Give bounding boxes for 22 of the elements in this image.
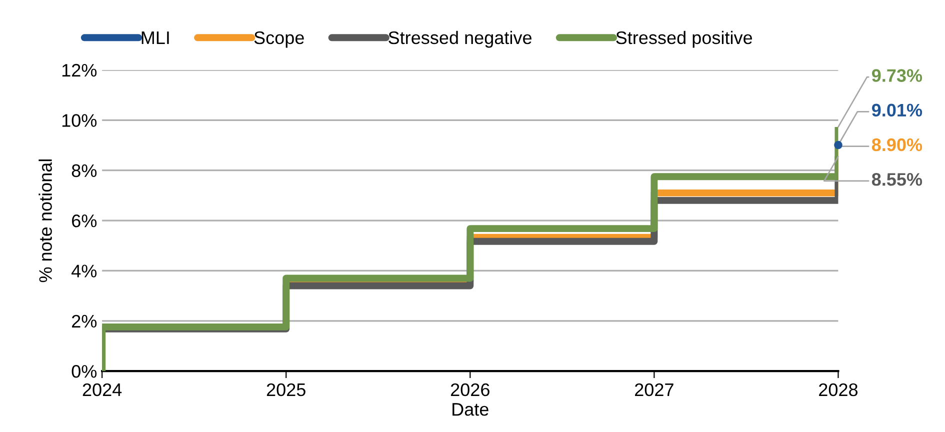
y-tick-label: 12% — [62, 64, 97, 77]
legend-label: Scope — [254, 31, 304, 48]
legend-label: Stressed negative — [388, 30, 532, 48]
data-label: 8.90% — [872, 138, 922, 152]
y-tick-label: 4% — [72, 264, 97, 278]
y-tick-label: 0% — [72, 365, 97, 378]
y-tick-label: 6% — [72, 214, 97, 228]
x-tick-label: 2026 — [450, 383, 490, 396]
data-label: 9.73% — [872, 69, 922, 82]
x-tick-label: 2025 — [266, 383, 306, 396]
x-axis-title: Date — [452, 403, 488, 416]
x-tick-label: 2028 — [819, 383, 858, 396]
y-tick-label: 2% — [72, 314, 97, 328]
legend-label: Stressed positive — [616, 30, 752, 48]
y-tick-label: 10% — [62, 114, 97, 127]
x-tick-label: 2024 — [82, 383, 122, 396]
data-label: 8.55% — [872, 173, 922, 186]
y-axis-title: % note notional — [38, 160, 52, 282]
data-label: 9.01% — [872, 104, 922, 117]
y-tick-label: 8% — [72, 164, 97, 178]
legend-label: MLI — [142, 32, 169, 44]
x-tick-label: 2027 — [635, 383, 674, 396]
